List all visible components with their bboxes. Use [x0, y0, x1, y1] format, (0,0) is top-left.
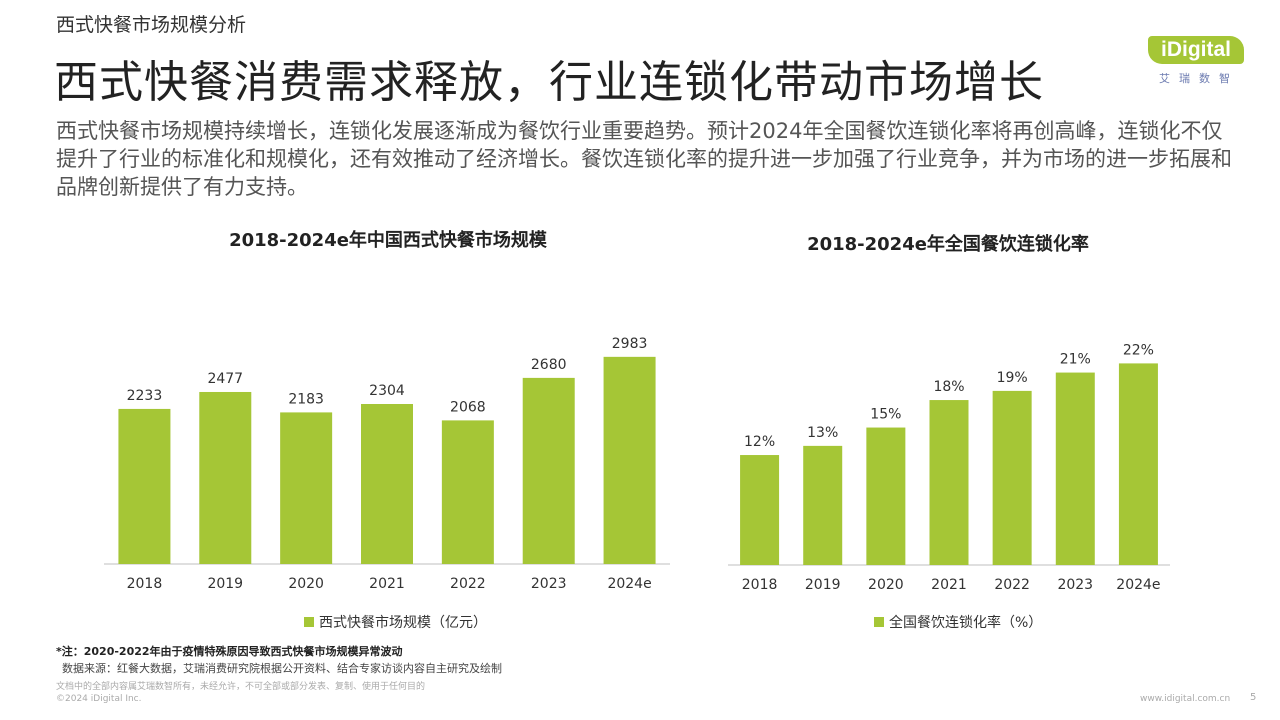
data-label: 12% — [744, 434, 775, 450]
data-label: 2068 — [450, 399, 486, 415]
bar-2024e — [1118, 363, 1158, 565]
bar-2018 — [118, 408, 171, 564]
logo-badge: iDigital — [1148, 36, 1244, 64]
bar-2020 — [866, 427, 906, 565]
footnote: *注：2020-2022年由于疫情特殊原因导致西式快餐市场规模异常波动 — [56, 645, 403, 658]
x-tick-label: 2020 — [288, 576, 324, 592]
website-link[interactable]: www.idigital.com.cn — [1140, 694, 1231, 704]
copyright: ©2024 iDigital Inc. — [56, 694, 142, 704]
legend-swatch — [874, 617, 884, 627]
disclaimer: 文档中的全部内容属艾瑞数智所有，未经允许，不可全部或部分发表、复制、使用于任何目… — [56, 682, 426, 692]
data-label: 22% — [1123, 342, 1154, 358]
x-tick-label: 2019 — [805, 577, 841, 593]
data-label: 2680 — [531, 357, 567, 373]
section-label: 西式快餐市场规模分析 — [56, 14, 247, 36]
bar-2023 — [1055, 372, 1095, 565]
data-label: 18% — [933, 379, 964, 395]
bar-2019 — [803, 445, 843, 565]
x-tick-label: 2021 — [931, 577, 967, 593]
x-tick-label: 2023 — [531, 576, 567, 592]
data-label: 2304 — [369, 383, 405, 399]
x-tick-label: 2022 — [450, 576, 486, 592]
bar-2022 — [441, 420, 494, 564]
x-tick-label: 2018 — [127, 576, 163, 592]
data-source: 数据来源：红餐大数据，艾瑞消费研究院根据公开资料、结合专家访谈内容自主研究及绘制 — [62, 662, 502, 675]
intro-paragraph: 西式快餐市场规模持续增长，连锁化发展逐渐成为餐饮行业重要趋势。预计2024年全国… — [56, 119, 1232, 199]
x-tick-label: 2019 — [207, 576, 243, 592]
x-tick-label: 2022 — [994, 577, 1030, 593]
bar-2024e — [603, 356, 656, 564]
data-label: 2477 — [207, 371, 243, 387]
bar-2022 — [992, 390, 1032, 565]
data-label: 2183 — [288, 391, 324, 407]
legend-chain-rate: 全国餐饮连锁化率（%） — [874, 612, 1042, 632]
x-tick-label: 2024e — [1116, 577, 1160, 593]
bar-2020 — [280, 412, 333, 564]
idigital-logo: iDigital 艾瑞数智 — [1138, 30, 1254, 86]
logo-subtext: 艾瑞数智 — [1159, 72, 1239, 85]
x-tick-label: 2023 — [1057, 577, 1093, 593]
data-label: 13% — [807, 425, 838, 441]
page-number: 5 — [1250, 692, 1257, 703]
x-tick-label: 2018 — [742, 577, 778, 593]
legend-label: 全国餐饮连锁化率（%） — [889, 615, 1043, 631]
legend-swatch — [304, 617, 314, 627]
data-label: 19% — [997, 370, 1028, 386]
x-tick-label: 2020 — [868, 577, 904, 593]
chart-title-chain-rate: 2018-2024e年全国餐饮连锁化率 — [807, 234, 1089, 255]
x-tick-label: 2021 — [369, 576, 405, 592]
data-label: 21% — [1060, 352, 1091, 368]
data-label: 15% — [870, 407, 901, 423]
page-title: 西式快餐消费需求释放，行业连锁化带动市场增长 — [54, 57, 1044, 108]
legend-market-size: 西式快餐市场规模（亿元） — [304, 612, 487, 632]
bar-2021 — [929, 400, 969, 565]
legend-label: 西式快餐市场规模（亿元） — [319, 615, 487, 631]
data-label: 2983 — [612, 336, 648, 352]
bar-2019 — [199, 391, 252, 564]
data-label: 2233 — [127, 388, 163, 404]
x-tick-label: 2024e — [607, 576, 651, 592]
bar-2021 — [361, 404, 413, 564]
bar-2023 — [522, 377, 575, 564]
bar-2018 — [740, 455, 780, 565]
chart-title-market-size: 2018-2024e年中国西式快餐市场规模 — [229, 230, 547, 251]
